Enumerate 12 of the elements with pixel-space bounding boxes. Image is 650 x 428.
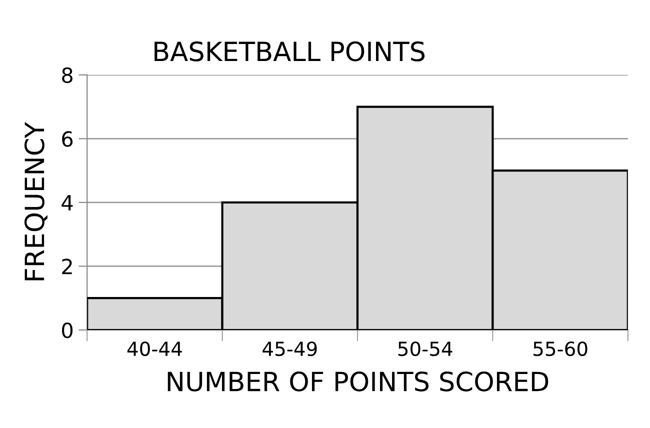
y-tick-label: 4 xyxy=(62,195,73,210)
chart-title: BASKETBALL POINTS xyxy=(154,41,425,62)
x-tick-label: 40-44 xyxy=(127,341,182,356)
y-tick-label: 0 xyxy=(62,322,73,338)
y-tick-label: 2 xyxy=(62,258,72,274)
y-tick-label: 8 xyxy=(62,67,72,84)
x-tick-label: 50-54 xyxy=(398,341,452,356)
x-tick-label: 55-60 xyxy=(534,341,588,356)
y-axis-title: FREQUENCY xyxy=(24,122,48,280)
x-tick-label: 45-49 xyxy=(262,341,317,356)
x-axis-title: NUMBER OF POINTS SCORED xyxy=(168,371,548,392)
y-tick-label: 6 xyxy=(62,131,73,147)
